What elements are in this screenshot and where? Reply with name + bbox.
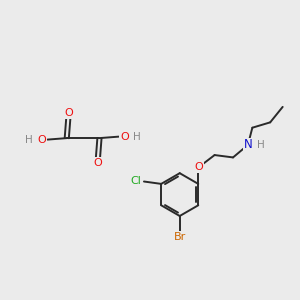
Text: Br: Br (174, 232, 186, 242)
Text: H: H (25, 135, 33, 145)
Text: Cl: Cl (130, 176, 141, 186)
Text: O: O (37, 135, 46, 145)
Text: N: N (244, 138, 252, 152)
Text: O: O (94, 158, 102, 168)
Text: H: H (133, 132, 141, 142)
Text: H: H (257, 140, 265, 150)
Text: O: O (64, 108, 73, 118)
Text: O: O (120, 132, 129, 142)
Text: O: O (194, 162, 203, 172)
